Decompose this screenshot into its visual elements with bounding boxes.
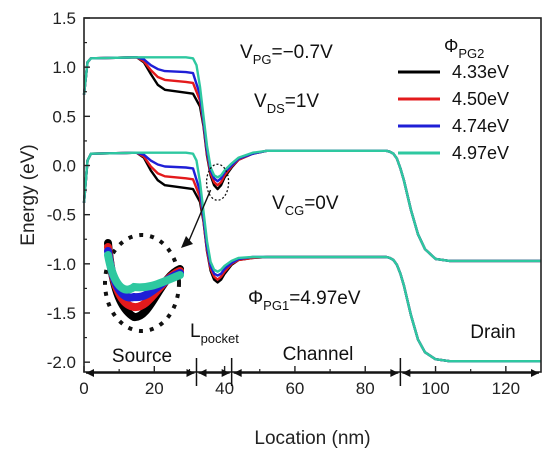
y-axis-title: Energy (eV) <box>18 144 39 245</box>
valence-band-line-4.97eV <box>82 151 541 363</box>
region-arrow-right-Source <box>186 369 195 377</box>
y-tick-label: 0.0 <box>52 157 76 176</box>
pocket-zoom-inset <box>103 233 184 333</box>
region-arrow-left-Source <box>86 369 94 377</box>
region-arrow-left-Drain <box>402 369 411 377</box>
region-label-Channel: Channel <box>283 344 354 365</box>
legend-label-4.50eV: 4.50eV <box>452 89 509 109</box>
phi-pg1-annotation: ΦPG1=4.97eV <box>248 288 361 313</box>
inset-curve-4.97eV <box>104 251 184 294</box>
zoom-arrow-head <box>181 236 193 248</box>
legend-label-4.74eV: 4.74eV <box>452 116 509 136</box>
conduction-band-line-4.97eV <box>82 56 541 263</box>
region-arrow-right-Channel <box>390 369 399 377</box>
y-tick-label: -1.0 <box>47 255 76 274</box>
vpg-annotation: VPG=−0.7V <box>240 42 333 67</box>
legend-label-4.97eV: 4.97eV <box>452 143 509 163</box>
y-tick-label: 1.0 <box>52 58 76 77</box>
pocket-highlight-ellipse <box>205 163 230 201</box>
y-tick-label: 1.5 <box>52 9 76 28</box>
x-tick-label: 120 <box>492 379 520 398</box>
region-label-Lpocket: Lpocket <box>190 321 239 346</box>
region-label-Drain: Drain <box>470 322 515 343</box>
x-tick-label: 60 <box>285 379 304 398</box>
annotations: VPG=−0.7V VDS=1V VCG=0V ΦPG1=4.97eV <box>240 42 361 313</box>
y-tick-label: -1.5 <box>47 304 76 323</box>
region-arrow-right-Drain <box>531 369 539 377</box>
band-curves <box>82 56 541 363</box>
x-tick-label: 100 <box>421 379 449 398</box>
x-tick-label: 40 <box>215 379 234 398</box>
y-tick-label: -2.0 <box>47 353 76 372</box>
x-tick-label: 0 <box>79 379 88 398</box>
y-tick-label: -0.5 <box>47 206 76 225</box>
vcg-annotation: VCG=0V <box>272 193 339 218</box>
plot-frame <box>83 17 542 373</box>
device-regions: Source Lpocket Channel Drain <box>86 321 539 386</box>
region-label-Source: Source <box>112 346 172 367</box>
region-arrow-left-Channel <box>233 369 242 377</box>
legend-title: ΦPG2 <box>444 36 484 61</box>
legend: ΦPG2 4.33eV 4.50eV 4.74eV 4.97eV <box>398 36 509 163</box>
x-tick-label: 20 <box>145 379 164 398</box>
vds-annotation: VDS=1V <box>254 91 319 116</box>
y-tick-label: 0.5 <box>52 107 76 126</box>
axes: 0 20 40 60 80 100 120 1.5 1.0 0.5 0.0 -0.5 -1.0 -1.5 -… <box>18 9 542 449</box>
region-arrow-left-Lpocket <box>198 369 207 377</box>
inset-dotted-ellipse <box>103 233 181 333</box>
zoom-arrow-line <box>187 189 212 244</box>
region-arrow-right-Lpocket <box>221 369 230 377</box>
x-axis-title: Location (nm) <box>254 428 370 449</box>
x-tick-label: 80 <box>356 379 375 398</box>
legend-label-4.33eV: 4.33eV <box>452 62 509 82</box>
